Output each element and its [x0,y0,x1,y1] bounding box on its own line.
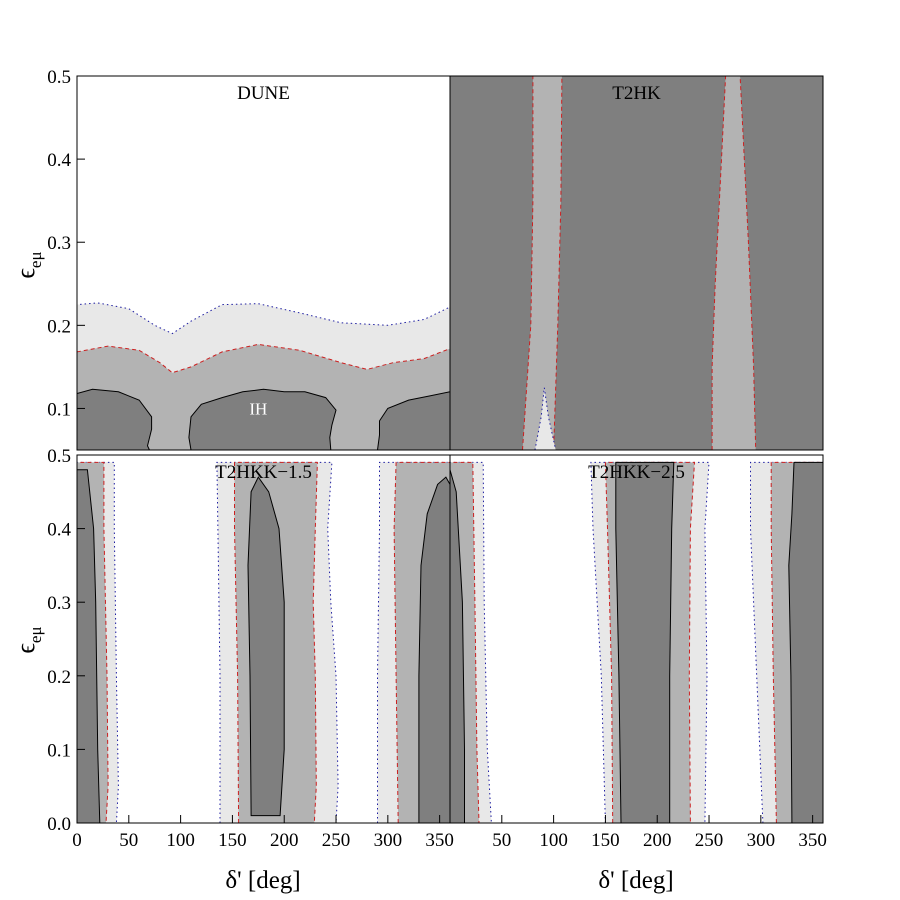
panel-title: T2HK [612,83,661,104]
y-tick-label: 0.5 [47,446,71,467]
y-tick-label: 0.3 [47,593,71,614]
y-tick-label: 0.0 [47,814,71,835]
y-tick-label: 0.1 [47,399,71,420]
ticks: 0.1 0.2 0.3 0.4 0.5 [47,67,85,420]
x-tick-label: 300 [374,830,403,851]
x-tick-label: 250 [322,830,351,851]
y-tick-label: 0.2 [47,316,71,337]
ticks: 0.0 0.1 0.2 0.3 0.4 0.5 0 50 100 150 200 250 300 350 [47,446,454,851]
x-axis-label-right: δ' [deg] [598,867,673,894]
y-tick-label: 0.1 [47,740,71,761]
region-c99-9 [788,461,823,823]
x-tick-label: 200 [643,830,672,851]
region-c99-5 [376,391,450,450]
region-c99-3 [450,469,465,823]
contour-regions [450,461,823,823]
region-c99-4 [188,388,337,450]
y-tick-label: 0.4 [47,520,71,541]
region-annotation: IH [249,399,267,418]
x-axis-label-left: δ' [deg] [225,867,300,894]
panel-title: DUNE [237,83,290,104]
region-c99-6 [615,461,675,823]
x-tick-label: 350 [798,830,827,851]
region-c99-3 [77,469,101,823]
x-tick-label: 50 [119,830,138,851]
x-tick-label: 150 [591,830,620,851]
x-tick-label: 100 [539,830,568,851]
panel-1: 0.1 0.2 0.3 0.4 0.5 DUNE IH [47,67,451,451]
y-axis-label-top: ϵeμ [11,251,45,278]
y-tick-label: 0.2 [47,667,71,688]
panel-frame [449,454,824,824]
region-c90-3 [534,387,557,450]
panel-title: T2HKK−1.5 [215,462,312,483]
x-tick-label: 200 [270,830,299,851]
panel-4: 50 100 150 200 250 300 350 T2HKK−2.5 [449,454,827,851]
region-c99-3 [77,388,153,450]
contour-regions [450,76,823,450]
region-c95-2 [521,76,563,450]
contour-regions [77,461,450,823]
x-tick-label: 250 [695,830,724,851]
x-tick-label: 150 [218,830,247,851]
axis-titles: ϵeμ ϵeμ δ' [deg] δ' [deg] [11,251,674,894]
y-tick-label: 0.5 [47,67,71,88]
y-tick-label: 0.3 [47,233,71,254]
y-tick-label: 0.4 [47,150,71,171]
x-tick-label: 100 [166,830,195,851]
panel-frame [449,75,824,451]
region-c99-1 [450,76,823,450]
contour-regions [77,302,450,450]
region-c95-4 [711,76,757,450]
panels: 0.1 0.2 0.3 0.4 0.5 DUNE IH T2HK 0.0 0.1 0.2 0.3 0.4… [47,67,827,851]
region-c99-9 [418,476,450,823]
x-tick-label: 350 [425,830,454,851]
panel-2: T2HK [449,75,824,451]
x-tick-label: 0 [72,830,82,851]
y-axis-label-bottom: ϵeμ [11,626,45,653]
region-c99-6 [247,476,285,817]
panel-3: 0.0 0.1 0.2 0.3 0.4 0.5 0 50 100 150 200 250 300 350 T… [47,446,454,851]
panel-title: T2HKK−2.5 [588,462,685,483]
x-tick-label: 300 [747,830,776,851]
x-tick-label: 50 [492,830,511,851]
ticks: 50 100 150 200 250 300 350 [492,815,827,851]
